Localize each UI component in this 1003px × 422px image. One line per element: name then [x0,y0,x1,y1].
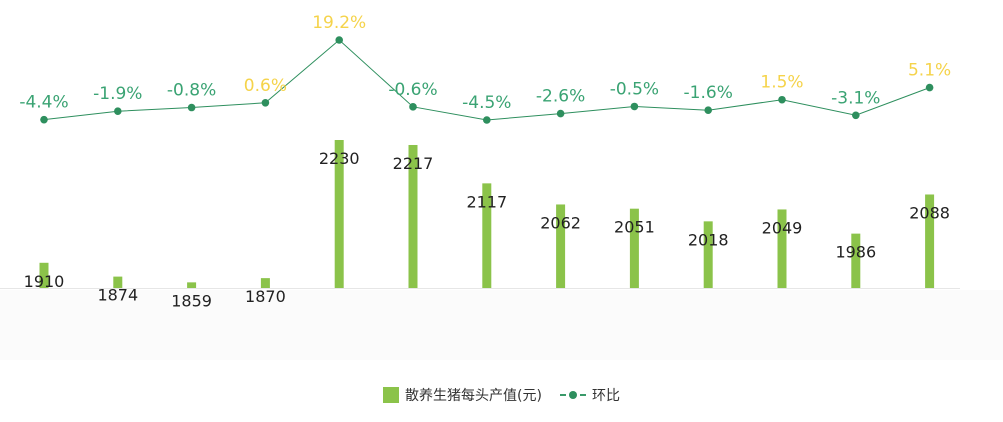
bar-value-label-4: 2230 [319,149,360,168]
bar-2[interactable] [187,282,197,288]
bar-value-label-1: 1874 [97,286,138,305]
line-value-label-4: 19.2% [312,13,366,33]
bar-value-label-2: 1859 [171,291,212,310]
bar-10[interactable] [777,209,787,288]
bar-value-label-10: 2049 [762,218,803,237]
legend-line-label: 环比 [591,388,620,404]
line-point-10[interactable] [778,95,786,104]
bar-4[interactable] [334,140,344,288]
line-value-label-12: 5.1% [908,61,951,81]
line-point-8[interactable] [630,102,639,111]
bar-1[interactable] [113,276,123,288]
legend-item-bar[interactable]: 散养生猪每头产值(元) [383,385,542,405]
line-value-label-9: -1.6% [684,83,733,103]
bar-value-label-11: 1986 [835,243,876,262]
line-value-label-1: -1.9% [93,84,142,104]
line-value-label-5: -0.6% [388,80,437,100]
line-value-label-8: -0.5% [610,79,659,99]
line-value-label-2: -0.8% [167,81,216,101]
legend-line-swatch [559,389,586,401]
legend: 散养生猪每头产值(元) 环比 [0,385,1003,405]
line-point-2[interactable] [187,103,196,112]
line-value-label-10: 1.5% [760,73,803,93]
bar-value-label-0: 1910 [24,272,65,291]
bar-3[interactable] [260,278,270,288]
bar-value-label-12: 2088 [909,203,950,222]
line-point-6[interactable] [483,116,491,124]
bar-9[interactable] [703,221,713,288]
line-value-label-11: -3.1% [831,88,880,108]
bar-value-label-9: 2018 [688,230,729,249]
line-point-4[interactable] [335,36,344,44]
line-point-12[interactable] [925,83,934,92]
bar-7[interactable] [556,204,566,288]
line-point-7[interactable] [556,109,565,118]
x-axis-baseline [0,288,960,289]
line-value-label-0: -4.4% [19,93,68,113]
line-value-label-3: 0.6% [244,76,287,96]
line-value-label-7: -2.6% [536,87,585,107]
bar-6[interactable] [482,183,492,288]
plot-lower-band [0,290,1003,360]
bar-12[interactable] [925,194,935,288]
line-value-label-6: -4.5% [462,93,511,113]
line-point-5[interactable] [409,103,417,111]
line-point-0[interactable] [40,115,48,124]
bar-value-label-7: 2062 [540,213,581,232]
bar-value-label-6: 2117 [466,192,507,211]
bar-5[interactable] [408,144,418,288]
line-point-3[interactable] [261,98,270,107]
bar-value-label-5: 2217 [393,154,434,173]
line-point-11[interactable] [852,111,860,120]
bar-value-label-8: 2051 [614,218,655,237]
legend-bar-label: 散养生猪每头产值(元) [405,388,542,404]
bar-value-label-3: 1870 [245,287,286,306]
line-point-9[interactable] [704,106,712,115]
bar-11[interactable] [851,233,861,288]
legend-bar-swatch [383,387,400,403]
bar-0[interactable] [39,262,49,288]
line-point-1[interactable] [114,107,122,116]
legend-item-line[interactable]: 环比 [559,385,620,405]
bar-8[interactable] [629,208,639,288]
